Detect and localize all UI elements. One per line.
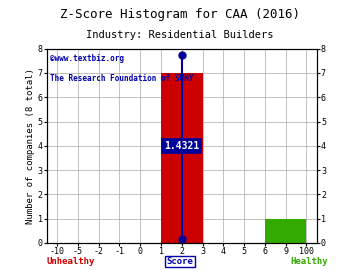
Text: Score: Score bbox=[167, 257, 193, 266]
Text: Healthy: Healthy bbox=[290, 257, 328, 266]
Y-axis label: Number of companies (8 total): Number of companies (8 total) bbox=[26, 68, 35, 224]
Text: The Research Foundation of SUNY: The Research Foundation of SUNY bbox=[50, 74, 193, 83]
Bar bbox=[265, 219, 306, 243]
Text: 1.4321: 1.4321 bbox=[164, 141, 199, 151]
Text: ©www.textbiz.org: ©www.textbiz.org bbox=[50, 55, 123, 63]
Text: Industry: Residential Builders: Industry: Residential Builders bbox=[86, 30, 274, 40]
Bar bbox=[161, 73, 203, 243]
Text: Z-Score Histogram for CAA (2016): Z-Score Histogram for CAA (2016) bbox=[60, 8, 300, 21]
Text: Unhealthy: Unhealthy bbox=[47, 257, 95, 266]
